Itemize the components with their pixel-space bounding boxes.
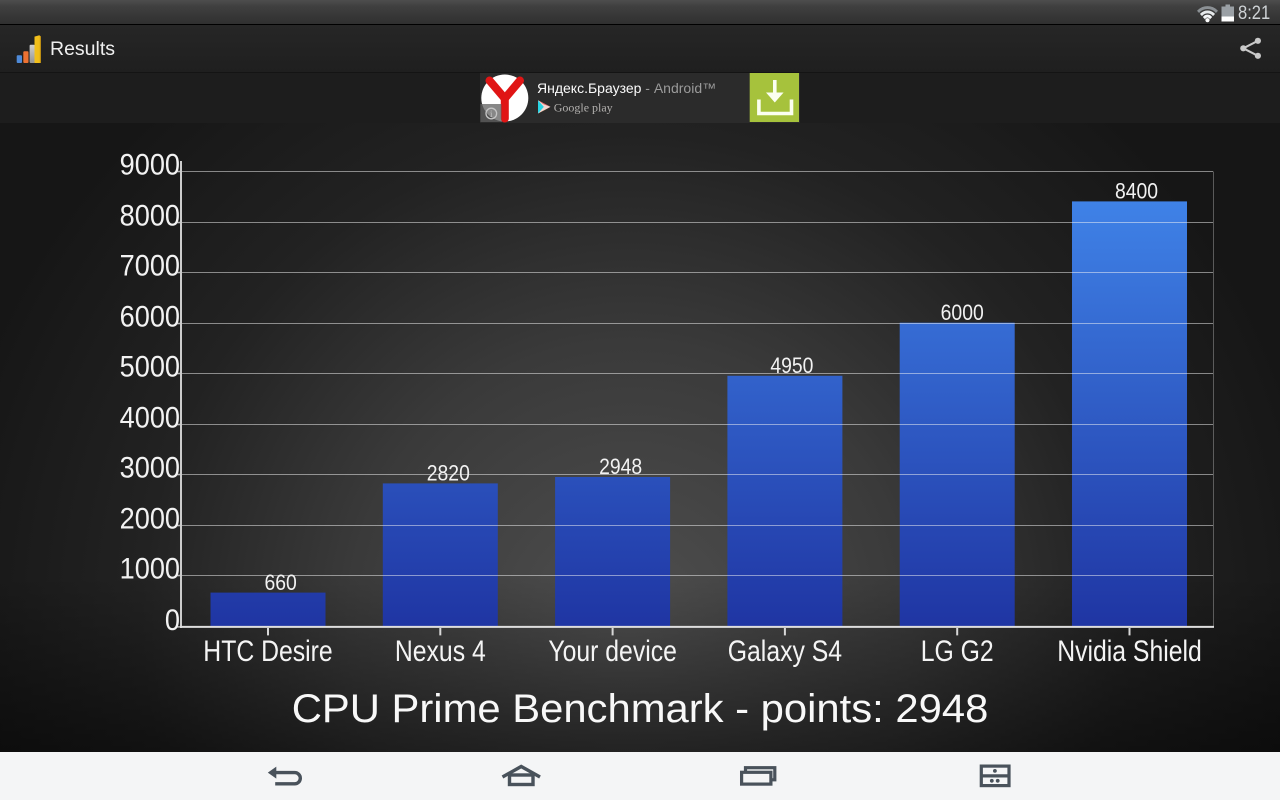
svg-text:9000: 9000 bbox=[120, 148, 180, 181]
svg-text:660: 660 bbox=[264, 571, 296, 595]
svg-text:2000: 2000 bbox=[120, 502, 180, 535]
svg-text:LG G2: LG G2 bbox=[921, 634, 994, 668]
svg-text:Your device: Your device bbox=[548, 634, 677, 668]
svg-text:3000: 3000 bbox=[120, 451, 180, 484]
svg-text:6000: 6000 bbox=[941, 301, 984, 325]
svg-text:4000: 4000 bbox=[120, 401, 180, 434]
svg-text:4950: 4950 bbox=[770, 354, 813, 378]
svg-text:Яндекс.Браузер - Android™: Яндекс.Браузер - Android™ bbox=[537, 80, 716, 96]
svg-text:7000: 7000 bbox=[120, 249, 180, 282]
svg-text:HTC Desire: HTC Desire bbox=[203, 634, 332, 668]
svg-text:0: 0 bbox=[165, 604, 180, 637]
svg-text:2820: 2820 bbox=[427, 461, 470, 485]
svg-text:Nexus 4: Nexus 4 bbox=[395, 634, 486, 668]
svg-text:8:21: 8:21 bbox=[1238, 2, 1270, 24]
svg-text:1000: 1000 bbox=[120, 552, 180, 585]
svg-text:8000: 8000 bbox=[120, 199, 180, 232]
svg-text:CPU Prime Benchmark - points:: CPU Prime Benchmark - points: 2948 bbox=[292, 686, 989, 731]
svg-text:Galaxy S4: Galaxy S4 bbox=[728, 634, 842, 668]
svg-text:Google play: Google play bbox=[554, 101, 613, 115]
svg-text:6000: 6000 bbox=[120, 300, 180, 333]
svg-text:Nvidia Shield: Nvidia Shield bbox=[1057, 634, 1202, 668]
svg-text:i: i bbox=[490, 109, 493, 119]
svg-text:5000: 5000 bbox=[120, 350, 180, 383]
svg-text:2948: 2948 bbox=[599, 455, 642, 479]
svg-text:8400: 8400 bbox=[1115, 179, 1158, 203]
